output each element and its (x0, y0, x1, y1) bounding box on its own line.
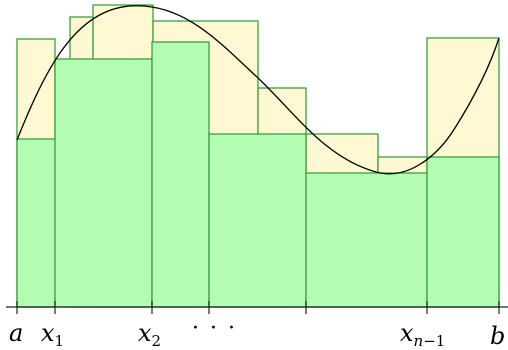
label-xn-1-sub-rest: −1 (423, 332, 445, 350)
function-curve (16, 5, 500, 175)
label-x1-base: x (41, 319, 55, 347)
label-x1: x1 (41, 319, 64, 350)
lower-rect-5 (305, 172, 428, 308)
lower-rect-2 (54, 58, 153, 308)
lower-rect-1 (16, 138, 56, 308)
label-dots: · · · (192, 316, 237, 341)
label-xn-1-sub-n: n (414, 332, 424, 350)
label-x2-sub: 2 (152, 332, 162, 350)
label-x1-sub: 1 (55, 332, 65, 350)
label-b: b (490, 322, 505, 350)
lower-rect-4 (208, 133, 307, 308)
axis-ticks (16, 301, 500, 314)
label-x2: x2 (138, 319, 161, 350)
tick-labels: a x1 x2 · · · xn−1 b (9, 316, 505, 350)
label-a: a (9, 319, 23, 347)
label-x2-base: x (138, 319, 152, 347)
label-xn-1-base: x (400, 319, 414, 347)
lower-sum-rectangles (16, 41, 500, 308)
lower-rect-6 (426, 156, 500, 308)
label-xn-1: xn−1 (400, 319, 445, 350)
lower-rect-3 (151, 41, 210, 308)
